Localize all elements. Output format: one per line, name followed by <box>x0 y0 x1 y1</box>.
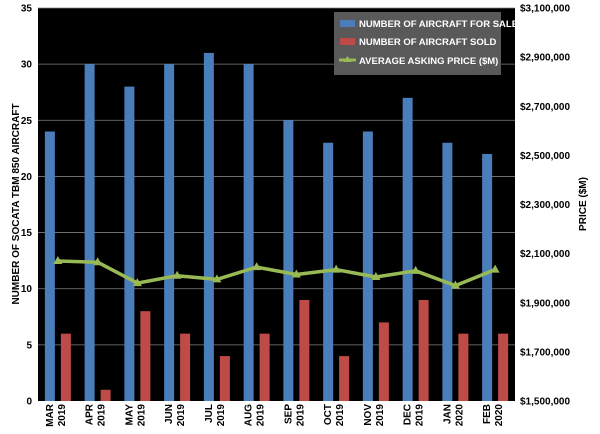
bars <box>44 52 509 402</box>
x-tick-month: NOV <box>363 404 374 426</box>
bar-sold <box>378 322 389 401</box>
x-tick-year: 2019 <box>256 404 267 427</box>
bar-sold <box>458 333 469 401</box>
x-tick-year: 2019 <box>97 404 108 427</box>
x-tick-month: FEB <box>482 404 493 424</box>
x-tick-year: 2019 <box>176 404 187 427</box>
bar-sold <box>219 356 230 401</box>
bar-for-sale <box>164 64 175 402</box>
right-tick-label: $2,300,000 <box>520 200 570 211</box>
bar-for-sale <box>124 86 135 401</box>
legend-box <box>334 12 501 75</box>
x-tick-month: MAR <box>45 403 56 427</box>
bar-for-sale <box>44 131 55 401</box>
right-axis-title: PRICE ($M) <box>578 177 589 231</box>
price-line <box>57 259 496 288</box>
x-tick-year: 2019 <box>375 404 386 427</box>
left-tick-label: 30 <box>21 60 33 71</box>
bar-for-sale <box>482 153 493 401</box>
price-line-path <box>57 259 496 288</box>
left-tick-label: 15 <box>21 228 33 239</box>
right-tick-label: $1,900,000 <box>520 298 570 309</box>
legend-swatch-sold <box>340 38 355 45</box>
bar-sold <box>180 333 191 401</box>
right-tick-label: $2,700,000 <box>520 102 570 113</box>
bar-sold <box>140 311 151 401</box>
bar-for-sale <box>84 64 95 402</box>
price-marker <box>450 280 460 289</box>
x-tick-year: 2020 <box>494 404 505 427</box>
x-tick-year: 2019 <box>136 404 147 427</box>
x-tick-year: 2019 <box>216 404 227 427</box>
bar-sold <box>60 333 71 401</box>
x-tick-month: APR <box>85 403 96 425</box>
x-tick-year: 2020 <box>454 404 465 427</box>
legend-label-for-sale: NUMBER OF AIRCRAFT FOR SALE <box>359 19 518 30</box>
price-markers <box>53 255 500 289</box>
right-tick-label: $3,100,000 <box>520 4 570 15</box>
x-tick-month: DEC <box>403 404 414 425</box>
price-marker <box>252 262 262 271</box>
price-marker <box>93 257 103 266</box>
left-tick-label: 20 <box>21 172 33 183</box>
bar-for-sale <box>203 52 214 402</box>
left-tick-label: 0 <box>26 397 32 408</box>
bar-sold <box>498 333 509 401</box>
bar-sold <box>100 389 111 401</box>
x-axis-ticks: MAR 2019 APR 2019 MAY 2019 JUN 2019 JUL 2019 AUG 20… <box>45 403 505 427</box>
bar-for-sale <box>362 131 373 401</box>
bar-for-sale <box>442 142 453 401</box>
x-tick-month: OCT <box>323 404 334 425</box>
x-tick-month: SEP <box>283 404 294 424</box>
left-tick-label: 35 <box>21 4 33 15</box>
price-marker <box>291 269 301 278</box>
right-tick-label: $2,100,000 <box>520 249 570 260</box>
x-tick-year: 2019 <box>295 404 306 427</box>
bar-for-sale <box>283 120 294 402</box>
bar-sold <box>339 356 350 401</box>
legend-label-price: AVERAGE ASKING PRICE ($M) <box>359 56 498 67</box>
x-tick-month: MAY <box>124 404 135 426</box>
legend: NUMBER OF AIRCRAFT FOR SALE NUMBER OF AI… <box>334 12 518 75</box>
price-marker <box>212 274 222 283</box>
right-tick-label: $2,500,000 <box>520 151 570 162</box>
bar-sold <box>259 333 270 401</box>
left-axis-title: NUMBER OF SOCATA TBM 850 AIRCRAFT <box>11 103 22 304</box>
x-tick-month: AUG <box>244 404 255 426</box>
right-tick-label: $1,700,000 <box>520 347 570 358</box>
price-marker <box>371 271 381 280</box>
legend-marker-price <box>343 56 352 62</box>
right-tick-label: $1,500,000 <box>520 397 570 408</box>
left-tick-label: 10 <box>21 284 33 295</box>
right-axis-ticks: $1,500,000 $1,700,000 $1,900,000 $2,100,000… <box>520 4 570 408</box>
x-tick-month: JUN <box>164 404 175 424</box>
price-marker <box>172 270 182 279</box>
x-tick-year: 2019 <box>415 404 426 427</box>
x-tick-year: 2019 <box>57 404 68 427</box>
left-tick-label: 5 <box>26 340 32 351</box>
price-marker <box>331 264 341 273</box>
bar-for-sale <box>243 64 254 402</box>
legend-swatch-for-sale <box>340 20 355 27</box>
x-tick-month: JUL <box>204 404 215 423</box>
bar-sold <box>299 299 310 401</box>
price-marker <box>53 255 63 264</box>
right-tick-label: $2,900,000 <box>520 53 570 64</box>
price-marker <box>490 264 500 273</box>
bar-sold <box>418 299 429 401</box>
left-axis-ticks: 0 5 10 15 20 25 30 35 <box>21 4 33 408</box>
legend-label-sold: NUMBER OF AIRCRAFT SOLD <box>359 37 497 48</box>
x-tick-month: JAN <box>442 404 453 424</box>
bar-for-sale <box>402 97 413 401</box>
x-tick-year: 2019 <box>335 404 346 427</box>
price-marker <box>132 278 142 287</box>
price-marker <box>411 265 421 274</box>
left-tick-label: 25 <box>21 116 33 127</box>
